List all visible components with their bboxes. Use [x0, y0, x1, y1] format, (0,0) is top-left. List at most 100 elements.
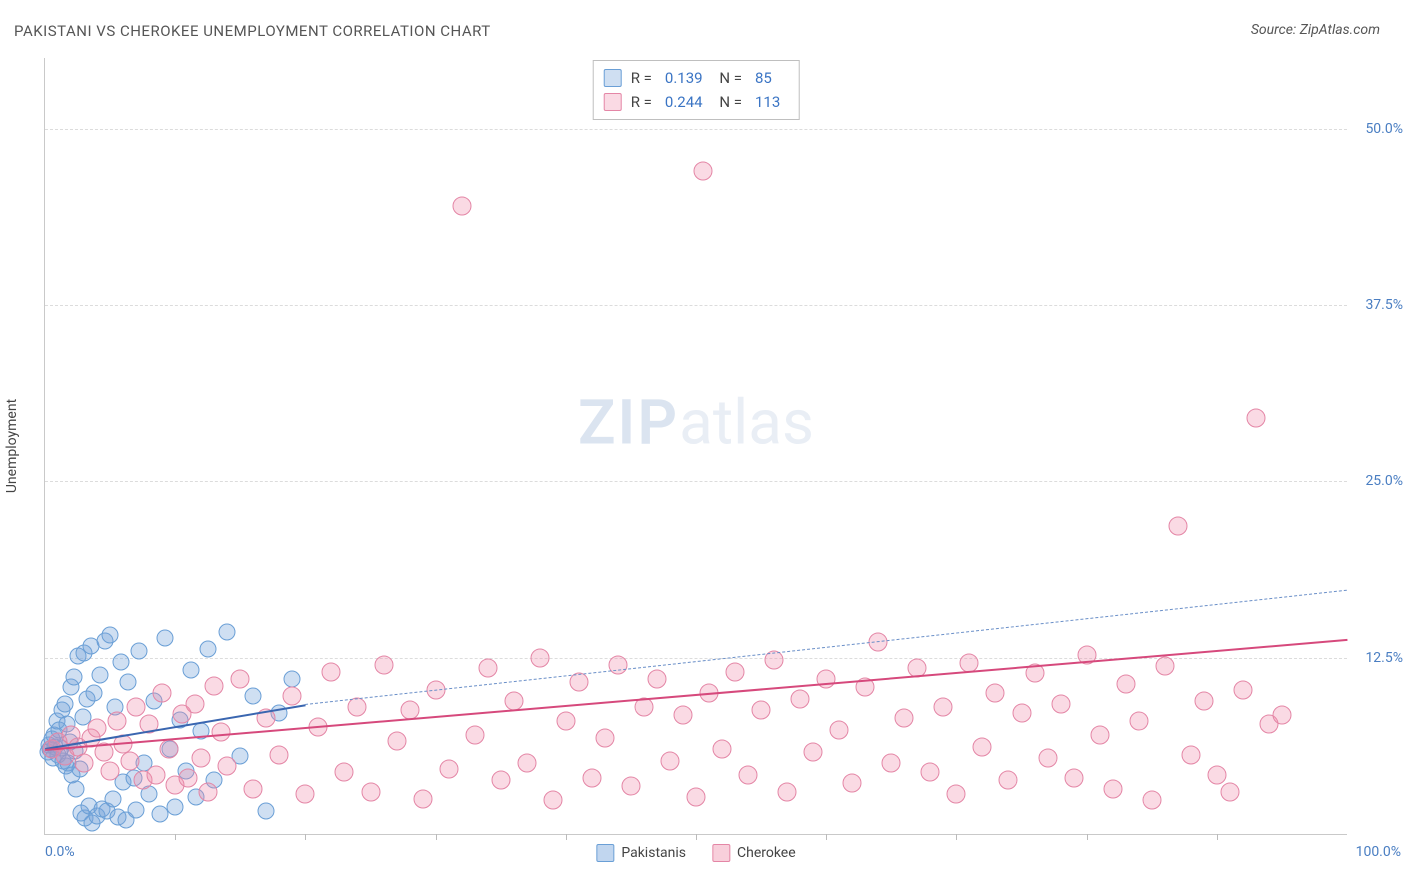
data-point [1233, 681, 1252, 700]
data-point [245, 687, 262, 704]
data-point [647, 669, 666, 688]
grid-line [45, 129, 1347, 130]
data-point [218, 757, 237, 776]
data-point [1155, 657, 1174, 676]
data-point [127, 698, 146, 717]
data-point [322, 662, 341, 681]
data-point [65, 669, 82, 686]
y-tick-label: 12.5% [1365, 650, 1403, 666]
x-axis-max-label: 100.0% [1356, 844, 1401, 860]
data-point [296, 785, 315, 804]
data-point [439, 760, 458, 779]
data-point [151, 806, 168, 823]
x-axis-min-label: 0.0% [45, 844, 75, 860]
data-point [556, 712, 575, 731]
data-point [882, 754, 901, 773]
data-point [400, 700, 419, 719]
data-point [713, 740, 732, 759]
data-point [491, 771, 510, 790]
data-point [1272, 706, 1291, 725]
stats-legend: R = 0.139 N = 85 R = 0.244 N = 113 [593, 60, 800, 120]
data-point [478, 658, 497, 677]
data-point [387, 731, 406, 750]
watermark: ZIPatlas [578, 386, 814, 459]
data-point [673, 706, 692, 725]
series-legend: Pakistanis Cherokee [596, 844, 795, 862]
data-point [804, 743, 823, 762]
stats-legend-row: R = 0.139 N = 85 [604, 66, 785, 90]
watermark-light: atlas [679, 386, 814, 459]
data-point [192, 748, 211, 767]
data-point [219, 624, 236, 641]
legend-r-label: R = [631, 66, 652, 90]
data-point [153, 683, 172, 702]
data-point [258, 803, 275, 820]
data-point [543, 791, 562, 810]
legend-r-value-pakistanis: 0.139 [665, 66, 703, 90]
data-point [101, 761, 120, 780]
series-swatch-pakistanis [596, 844, 614, 862]
series-swatch-cherokee [712, 844, 730, 862]
data-point [120, 673, 137, 690]
grid-line [45, 481, 1347, 482]
y-tick-label: 25.0% [1365, 473, 1403, 489]
data-point [167, 799, 184, 816]
y-axis-label: Unemployment [4, 399, 20, 493]
legend-r-value-cherokee: 0.244 [665, 90, 703, 114]
x-tick [1087, 834, 1088, 840]
data-point [205, 676, 224, 695]
legend-swatch-cherokee [604, 93, 622, 111]
plot-container: Unemployment ZIPatlas R = 0.139 N = 85 R… [44, 58, 1346, 834]
x-tick [1217, 834, 1218, 840]
x-tick [696, 834, 697, 840]
grid-line [45, 305, 1347, 306]
data-point [244, 779, 263, 798]
data-point [1142, 791, 1161, 810]
data-point [185, 695, 204, 714]
y-tick-label: 37.5% [1365, 297, 1403, 313]
data-point [130, 642, 147, 659]
data-point [1181, 745, 1200, 764]
data-point [791, 689, 810, 708]
data-point [452, 197, 471, 216]
data-point [973, 737, 992, 756]
data-point [595, 729, 614, 748]
grid-line [45, 658, 1347, 659]
legend-n-label: N = [716, 66, 742, 90]
data-point [687, 788, 706, 807]
data-point [621, 777, 640, 796]
data-point [1129, 712, 1148, 731]
data-point [182, 662, 199, 679]
data-point [517, 754, 536, 773]
data-point [947, 785, 966, 804]
legend-n-value-cherokee: 113 [755, 90, 780, 114]
data-point [739, 765, 758, 784]
data-point [179, 768, 198, 787]
series-label-cherokee: Cherokee [737, 845, 796, 861]
data-point [107, 712, 126, 731]
data-point [693, 161, 712, 180]
data-point [86, 684, 103, 701]
series-legend-item: Pakistanis [596, 844, 686, 862]
data-point [726, 662, 745, 681]
data-point [211, 723, 230, 742]
chart-title: PAKISTANI VS CHEROKEE UNEMPLOYMENT CORRE… [14, 22, 491, 40]
data-point [102, 627, 119, 644]
data-point [921, 762, 940, 781]
data-point [68, 780, 85, 797]
legend-swatch-pakistanis [604, 69, 622, 87]
data-point [199, 641, 216, 658]
x-tick [175, 834, 176, 840]
data-point [1064, 768, 1083, 787]
data-point [1038, 748, 1057, 767]
data-point [284, 670, 301, 687]
data-point [159, 740, 178, 759]
watermark-bold: ZIP [578, 386, 679, 459]
data-point [198, 782, 217, 801]
data-point [75, 754, 94, 773]
data-point [1103, 779, 1122, 798]
data-point [1246, 408, 1265, 427]
data-point [752, 700, 771, 719]
data-point [91, 666, 108, 683]
y-tick-label: 50.0% [1365, 121, 1403, 137]
